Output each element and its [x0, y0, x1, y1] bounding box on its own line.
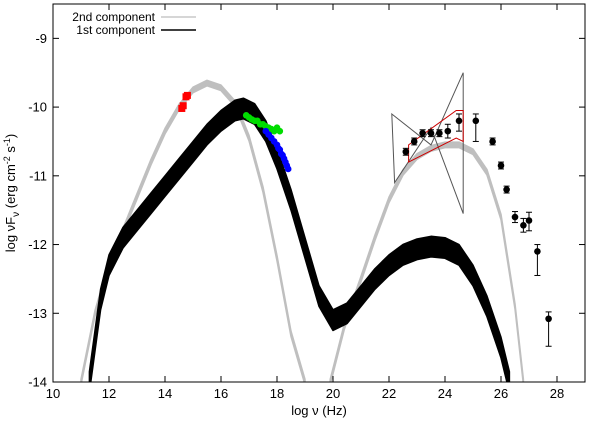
points-layer — [178, 91, 552, 347]
gamma-point — [503, 186, 510, 193]
series-band-2-1 — [88, 97, 511, 382]
red-bowtie — [408, 110, 464, 163]
gamma-point — [525, 217, 533, 224]
y-axis-label-unit-post: ) — [3, 134, 18, 138]
y-tick-label: -9 — [35, 31, 47, 46]
ticks-layer: 10 12 14 16 18 20 22 24 26 28 -14 -13 -12 -11 -10 -9 — [28, 4, 585, 401]
gray-bowtie — [391, 72, 464, 214]
y-axis-label: log νFν (erg cm-2 s-1) — [2, 134, 22, 253]
legend: 2nd component 1st component — [72, 10, 196, 37]
gamma-point — [489, 138, 496, 145]
x-tick-label: 18 — [270, 386, 284, 401]
gamma-point — [455, 117, 463, 125]
x-tick-label: 16 — [214, 386, 228, 401]
y-tick-label: -11 — [29, 168, 47, 183]
optical-point — [183, 91, 191, 99]
x-tick-label: 26 — [494, 386, 508, 401]
gamma-point — [427, 129, 435, 137]
x-tick-label: 22 — [382, 386, 396, 401]
x-tick-label: 12 — [102, 386, 116, 401]
gamma-point — [520, 222, 527, 229]
gamma-point — [511, 213, 519, 221]
y-axis-label-main: log νF — [3, 217, 18, 252]
y-tick-label: -10 — [28, 100, 47, 115]
gamma-point — [444, 127, 452, 135]
y-axis-label-exp2: -1 — [2, 138, 12, 146]
series-band-1-1 — [80, 79, 306, 382]
plot-frame — [52, 3, 586, 383]
x-tick-label: 20 — [326, 386, 340, 401]
gamma-point — [436, 129, 443, 137]
legend-label-2nd: 2nd component — [72, 10, 155, 24]
y-tick-label: -12 — [28, 237, 47, 252]
x-tick-label: 24 — [438, 386, 452, 401]
x-axis-label: log ν (Hz) — [291, 403, 347, 418]
y-tick-label: -14 — [28, 375, 47, 390]
gamma-point — [497, 162, 505, 169]
gamma-point — [534, 248, 541, 255]
x-tick-label: 14 — [158, 386, 172, 401]
gamma-point — [410, 138, 418, 145]
gamma-point — [472, 117, 480, 125]
x-ray-hard-point — [284, 165, 292, 173]
x-ray-soft-point — [276, 127, 284, 135]
gamma-point — [419, 129, 426, 137]
y-axis-label-unit-pre: (erg cm — [3, 164, 18, 212]
x-tick-label: 28 — [550, 386, 564, 401]
bowtie-layer — [391, 72, 464, 214]
y-axis-label-unit-mid: s — [3, 146, 18, 157]
legend-label-1st: 1st component — [76, 23, 155, 37]
optical-point — [179, 102, 187, 110]
y-axis-label-exp1: -2 — [2, 156, 12, 164]
gamma-point — [545, 315, 552, 323]
y-tick-label: -13 — [28, 306, 47, 321]
gamma-point — [402, 148, 410, 156]
y-axis-label-sub: ν — [11, 212, 22, 217]
x-tick-label: 10 — [46, 386, 60, 401]
